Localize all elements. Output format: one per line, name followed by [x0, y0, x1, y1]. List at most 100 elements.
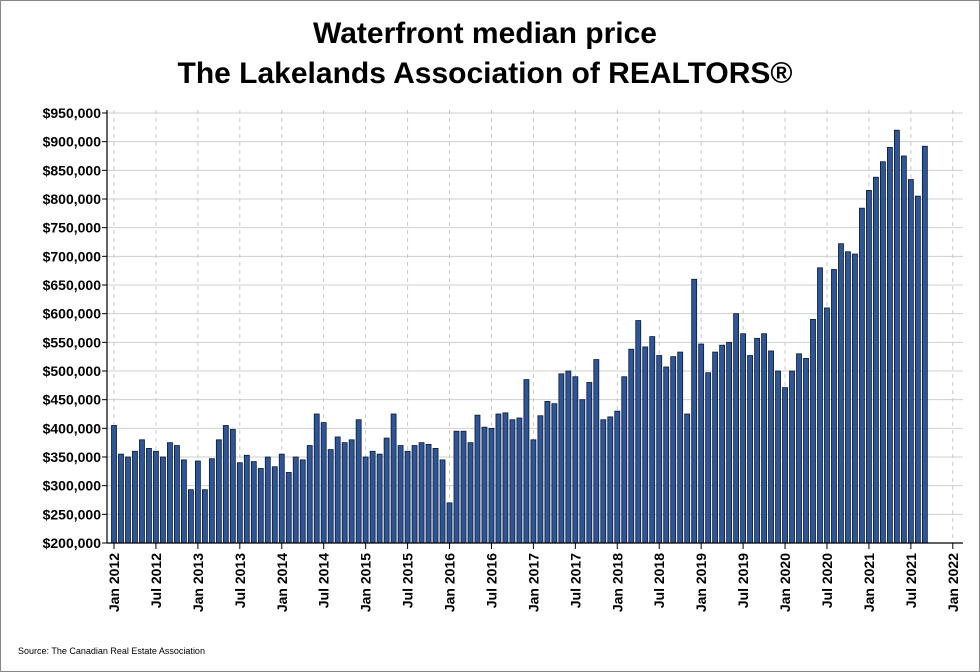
- bar: [278, 453, 285, 544]
- x-tick-label: Jul 2015: [400, 553, 416, 608]
- bar: [642, 346, 649, 544]
- y-tick-label: $700,000: [43, 248, 102, 264]
- bar: [488, 427, 495, 544]
- x-tick-label: Jan 2020: [777, 553, 793, 612]
- bar: [817, 267, 823, 544]
- bar: [167, 442, 173, 544]
- bar: [789, 370, 795, 544]
- bar: [684, 413, 691, 544]
- bar: [215, 439, 222, 544]
- bar: [495, 413, 502, 544]
- bar: [921, 145, 928, 544]
- y-tick-label: $250,000: [43, 506, 102, 522]
- bar: [341, 442, 348, 544]
- bar: [859, 207, 865, 544]
- y-tick-label: $650,000: [43, 277, 102, 293]
- bar: [607, 416, 614, 544]
- bar: [264, 456, 271, 544]
- bar: [782, 387, 788, 544]
- x-tick-label: Jul 2013: [232, 553, 248, 608]
- bar: [691, 278, 698, 544]
- x-tick-label: Jul 2018: [651, 553, 667, 608]
- bar: [236, 462, 243, 544]
- y-tick-label: $350,000: [43, 449, 102, 465]
- bar: [285, 472, 292, 544]
- y-tick-label: $600,000: [43, 306, 102, 322]
- bar: [893, 129, 900, 544]
- bar: [873, 176, 879, 544]
- bar: [670, 356, 677, 544]
- y-tick-label: $500,000: [43, 363, 102, 379]
- bar: [390, 413, 397, 544]
- y-tick-label: $850,000: [43, 162, 102, 178]
- bar: [523, 379, 530, 544]
- bar: [376, 453, 383, 544]
- bar: [208, 458, 215, 544]
- bar: [467, 442, 474, 544]
- bar: [907, 179, 914, 544]
- bar: [866, 189, 872, 544]
- bar: [222, 425, 229, 544]
- bar: [593, 359, 600, 544]
- bar: [824, 307, 830, 544]
- bar: [621, 376, 628, 544]
- bar: [886, 146, 893, 544]
- bar: [250, 461, 257, 544]
- x-tick-label: Jul 2014: [316, 553, 332, 608]
- bar: [775, 370, 781, 544]
- source-note: Source: The Canadian Real Estate Associa…: [18, 646, 205, 656]
- x-tick-label: Jan 2022: [945, 553, 961, 612]
- bar: [334, 436, 341, 544]
- bar: [516, 417, 523, 544]
- bar: [628, 348, 635, 544]
- bar: [111, 425, 117, 544]
- bar: [726, 341, 733, 544]
- bar: [174, 445, 180, 544]
- x-tick-label: Jul 2017: [567, 553, 583, 608]
- bar: [146, 447, 152, 544]
- y-tick-label: $400,000: [43, 420, 102, 436]
- bar: [712, 351, 719, 544]
- chart-subtitle: The Lakelands Association of REALTORS®: [177, 57, 793, 90]
- bar: [306, 445, 313, 544]
- bar: [852, 253, 858, 544]
- bar: [474, 414, 481, 544]
- bar: [355, 419, 362, 544]
- bar: [558, 373, 565, 544]
- bar: [362, 456, 369, 544]
- x-tick-label: Jan 2012: [106, 553, 122, 612]
- bar: [460, 430, 467, 544]
- x-tick-label: Jan 2021: [861, 553, 877, 612]
- x-tick-label: Jul 2012: [148, 553, 164, 608]
- bar: [914, 195, 921, 544]
- bar: [229, 429, 236, 544]
- bar: [160, 456, 166, 544]
- bar: [132, 450, 138, 544]
- bar: [579, 399, 586, 544]
- bar: [153, 450, 159, 544]
- bar: [565, 370, 572, 544]
- bar: [796, 353, 802, 544]
- chart-title: Waterfront median price: [313, 17, 657, 50]
- bar: [635, 320, 642, 544]
- y-tick-label: $900,000: [43, 134, 102, 150]
- bar: [383, 437, 390, 544]
- bar: [656, 355, 663, 544]
- y-tick-label: $550,000: [43, 334, 102, 350]
- bar: [418, 442, 425, 544]
- y-tick-label: $950,000: [43, 105, 102, 121]
- bar: [299, 459, 306, 544]
- bar: [614, 410, 621, 544]
- bar: [187, 489, 194, 544]
- x-tick-label: Jul 2019: [735, 553, 751, 608]
- bar: [369, 450, 376, 544]
- bar: [649, 336, 656, 544]
- bar: [509, 419, 516, 544]
- bar: [243, 454, 250, 544]
- x-tick-label: Jul 2021: [903, 553, 919, 608]
- bar: [327, 449, 334, 544]
- bar: [425, 443, 432, 544]
- bar: [453, 430, 460, 544]
- bar: [754, 337, 760, 544]
- bar: [719, 344, 726, 544]
